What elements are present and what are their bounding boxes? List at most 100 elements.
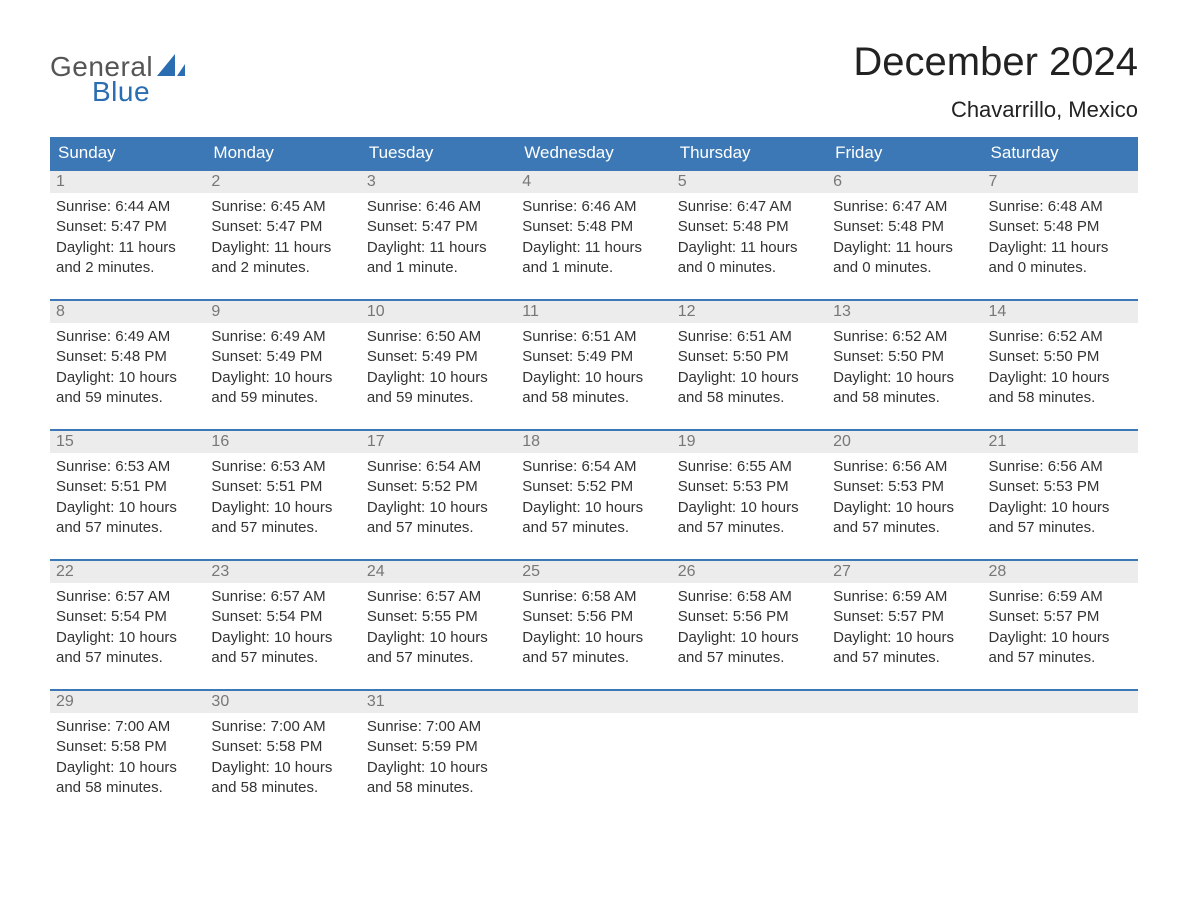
sunset-text: Sunset: 5:48 PM	[678, 217, 821, 237]
daylight-text: Daylight: 11 hours and 0 minutes.	[833, 238, 976, 279]
day-body: Sunrise: 6:52 AMSunset: 5:50 PMDaylight:…	[983, 323, 1138, 416]
day-body: Sunrise: 7:00 AMSunset: 5:58 PMDaylight:…	[50, 713, 205, 806]
week-row: 1 Sunrise: 6:44 AMSunset: 5:47 PM Daylight…	[50, 169, 1138, 299]
day-cell: 5Sunrise: 6:47 AMSunset: 5:48 PMDaylight…	[672, 171, 827, 299]
sunrise-text: Sunrise: 6:47 AM	[833, 197, 976, 217]
day-cell: 28Sunrise: 6:59 AMSunset: 5:57 PMDayligh…	[983, 561, 1138, 689]
day-number: 16	[205, 431, 360, 453]
sunset-text: Sunset: 5:48 PM	[522, 217, 665, 237]
header: General Blue December 2024 Chavarrillo, …	[50, 40, 1138, 123]
day-body: Sunrise: 6:55 AMSunset: 5:53 PMDaylight:…	[672, 453, 827, 546]
sunset-text: Sunset: 5:51 PM	[56, 477, 199, 497]
day-cell	[827, 691, 982, 819]
daylight-text: Daylight: 10 hours and 57 minutes.	[678, 628, 821, 669]
day-body: Sunrise: 6:58 AMSunset: 5:56 PMDaylight:…	[672, 583, 827, 676]
day-body: Sunrise: 6:53 AMSunset: 5:51 PMDaylight:…	[50, 453, 205, 546]
day-header-sun: Sunday	[50, 137, 205, 169]
day-body: Sunrise: 6:52 AMSunset: 5:50 PMDaylight:…	[827, 323, 982, 416]
day-header-thu: Thursday	[672, 137, 827, 169]
sunset-text: Sunset: 5:50 PM	[833, 347, 976, 367]
sunrise-text: Sunrise: 6:59 AM	[833, 587, 976, 607]
daylight-text: Daylight: 10 hours and 58 minutes.	[211, 758, 354, 799]
day-header-sat: Saturday	[983, 137, 1138, 169]
title-block: December 2024 Chavarrillo, Mexico	[853, 40, 1138, 123]
sunset-text: Sunset: 5:53 PM	[678, 477, 821, 497]
sunrise-text: Sunrise: 6:54 AM	[522, 457, 665, 477]
sunset-text: Sunset: 5:55 PM	[367, 607, 510, 627]
sunrise-text: Sunrise: 6:59 AM	[989, 587, 1132, 607]
sunrise-text: Sunrise: 6:49 AM	[56, 327, 199, 347]
day-cell: 4Sunrise: 6:46 AMSunset: 5:48 PMDaylight…	[516, 171, 671, 299]
day-body: Sunrise: 6:57 AMSunset: 5:55 PMDaylight:…	[361, 583, 516, 676]
day-cell: 29Sunrise: 7:00 AMSunset: 5:58 PMDayligh…	[50, 691, 205, 819]
weeks-container: 1 Sunrise: 6:44 AMSunset: 5:47 PM Daylight…	[50, 169, 1138, 819]
sunrise-text: Sunrise: 6:49 AM	[211, 327, 354, 347]
logo-text: General Blue	[50, 54, 153, 104]
day-number: 6	[827, 171, 982, 193]
day-number	[516, 691, 671, 713]
sunrise-text: Sunrise: 7:00 AM	[56, 717, 199, 737]
day-body: Sunrise: 6:47 AMSunset: 5:48 PMDaylight:…	[672, 193, 827, 286]
daylight-text: Daylight: 11 hours and 0 minutes.	[989, 238, 1132, 279]
day-body: Sunrise: 6:56 AMSunset: 5:53 PMDaylight:…	[983, 453, 1138, 546]
sunset-text: Sunset: 5:57 PM	[989, 607, 1132, 627]
page-title: December 2024	[853, 40, 1138, 85]
sunset-text: Sunset: 5:56 PM	[678, 607, 821, 627]
day-body: Sunrise: 6:48 AMSunset: 5:48 PMDaylight:…	[983, 193, 1138, 286]
day-cell: 24Sunrise: 6:57 AMSunset: 5:55 PMDayligh…	[361, 561, 516, 689]
day-header-mon: Monday	[205, 137, 360, 169]
sunrise-text: Sunrise: 6:55 AM	[678, 457, 821, 477]
sunrise-text: Sunrise: 6:57 AM	[367, 587, 510, 607]
day-cell	[983, 691, 1138, 819]
day-cell: 2Sunrise: 6:45 AMSunset: 5:47 PMDaylight…	[205, 171, 360, 299]
day-cell: 11Sunrise: 6:51 AMSunset: 5:49 PMDayligh…	[516, 301, 671, 429]
sunset-text: Sunset: 5:56 PM	[522, 607, 665, 627]
daylight-text: Daylight: 10 hours and 58 minutes.	[367, 758, 510, 799]
day-cell: 13Sunrise: 6:52 AMSunset: 5:50 PMDayligh…	[827, 301, 982, 429]
day-body: Sunrise: 6:53 AMSunset: 5:51 PMDaylight:…	[205, 453, 360, 546]
day-body: Sunrise: 6:54 AMSunset: 5:52 PMDaylight:…	[361, 453, 516, 546]
day-cell: 17Sunrise: 6:54 AMSunset: 5:52 PMDayligh…	[361, 431, 516, 559]
sunset-text: Sunset: 5:48 PM	[56, 347, 199, 367]
day-cell: 6Sunrise: 6:47 AMSunset: 5:48 PMDaylight…	[827, 171, 982, 299]
daylight-text: Daylight: 11 hours and 0 minutes.	[678, 238, 821, 279]
sunset-text: Sunset: 5:58 PM	[211, 737, 354, 757]
week-row: 8Sunrise: 6:49 AMSunset: 5:48 PMDaylight…	[50, 299, 1138, 429]
day-cell: 31Sunrise: 7:00 AMSunset: 5:59 PMDayligh…	[361, 691, 516, 819]
sunrise-text: Sunrise: 6:48 AM	[989, 197, 1132, 217]
day-number: 4	[516, 171, 671, 193]
day-number: 7	[983, 171, 1138, 193]
week-row: 15Sunrise: 6:53 AMSunset: 5:51 PMDayligh…	[50, 429, 1138, 559]
day-body: Sunrise: 6:57 AMSunset: 5:54 PMDaylight:…	[50, 583, 205, 676]
day-number: 1	[50, 171, 205, 193]
sunrise-text: Sunrise: 6:44 AM	[56, 197, 199, 217]
day-header-wed: Wednesday	[516, 137, 671, 169]
sunset-text: Sunset: 5:49 PM	[367, 347, 510, 367]
sunset-text: Sunset: 5:54 PM	[211, 607, 354, 627]
day-body: Sunrise: 6:49 AMSunset: 5:48 PMDaylight:…	[50, 323, 205, 416]
day-number: 31	[361, 691, 516, 713]
day-number: 21	[983, 431, 1138, 453]
sunset-text: Sunset: 5:47 PM	[56, 217, 199, 237]
day-cell: 3Sunrise: 6:46 AMSunset: 5:47 PMDaylight…	[361, 171, 516, 299]
sunrise-text: Sunrise: 6:54 AM	[367, 457, 510, 477]
logo: General Blue	[50, 40, 187, 104]
day-cell: 8Sunrise: 6:49 AMSunset: 5:48 PMDaylight…	[50, 301, 205, 429]
sunrise-text: Sunrise: 6:51 AM	[678, 327, 821, 347]
day-cell: 7Sunrise: 6:48 AMSunset: 5:48 PMDaylight…	[983, 171, 1138, 299]
sunrise-text: Sunrise: 6:56 AM	[833, 457, 976, 477]
daylight-text: Daylight: 10 hours and 58 minutes.	[833, 368, 976, 409]
day-number: 17	[361, 431, 516, 453]
sunset-text: Sunset: 5:52 PM	[367, 477, 510, 497]
day-cell: 16Sunrise: 6:53 AMSunset: 5:51 PMDayligh…	[205, 431, 360, 559]
day-cell: 22Sunrise: 6:57 AMSunset: 5:54 PMDayligh…	[50, 561, 205, 689]
sunset-text: Sunset: 5:59 PM	[367, 737, 510, 757]
day-number: 28	[983, 561, 1138, 583]
sunrise-text: Sunrise: 6:57 AM	[56, 587, 199, 607]
daylight-text: Daylight: 10 hours and 57 minutes.	[211, 628, 354, 669]
daylight-text: Daylight: 10 hours and 57 minutes.	[989, 498, 1132, 539]
day-number	[672, 691, 827, 713]
day-cell: 21Sunrise: 6:56 AMSunset: 5:53 PMDayligh…	[983, 431, 1138, 559]
sunset-text: Sunset: 5:50 PM	[989, 347, 1132, 367]
week-row: 22Sunrise: 6:57 AMSunset: 5:54 PMDayligh…	[50, 559, 1138, 689]
